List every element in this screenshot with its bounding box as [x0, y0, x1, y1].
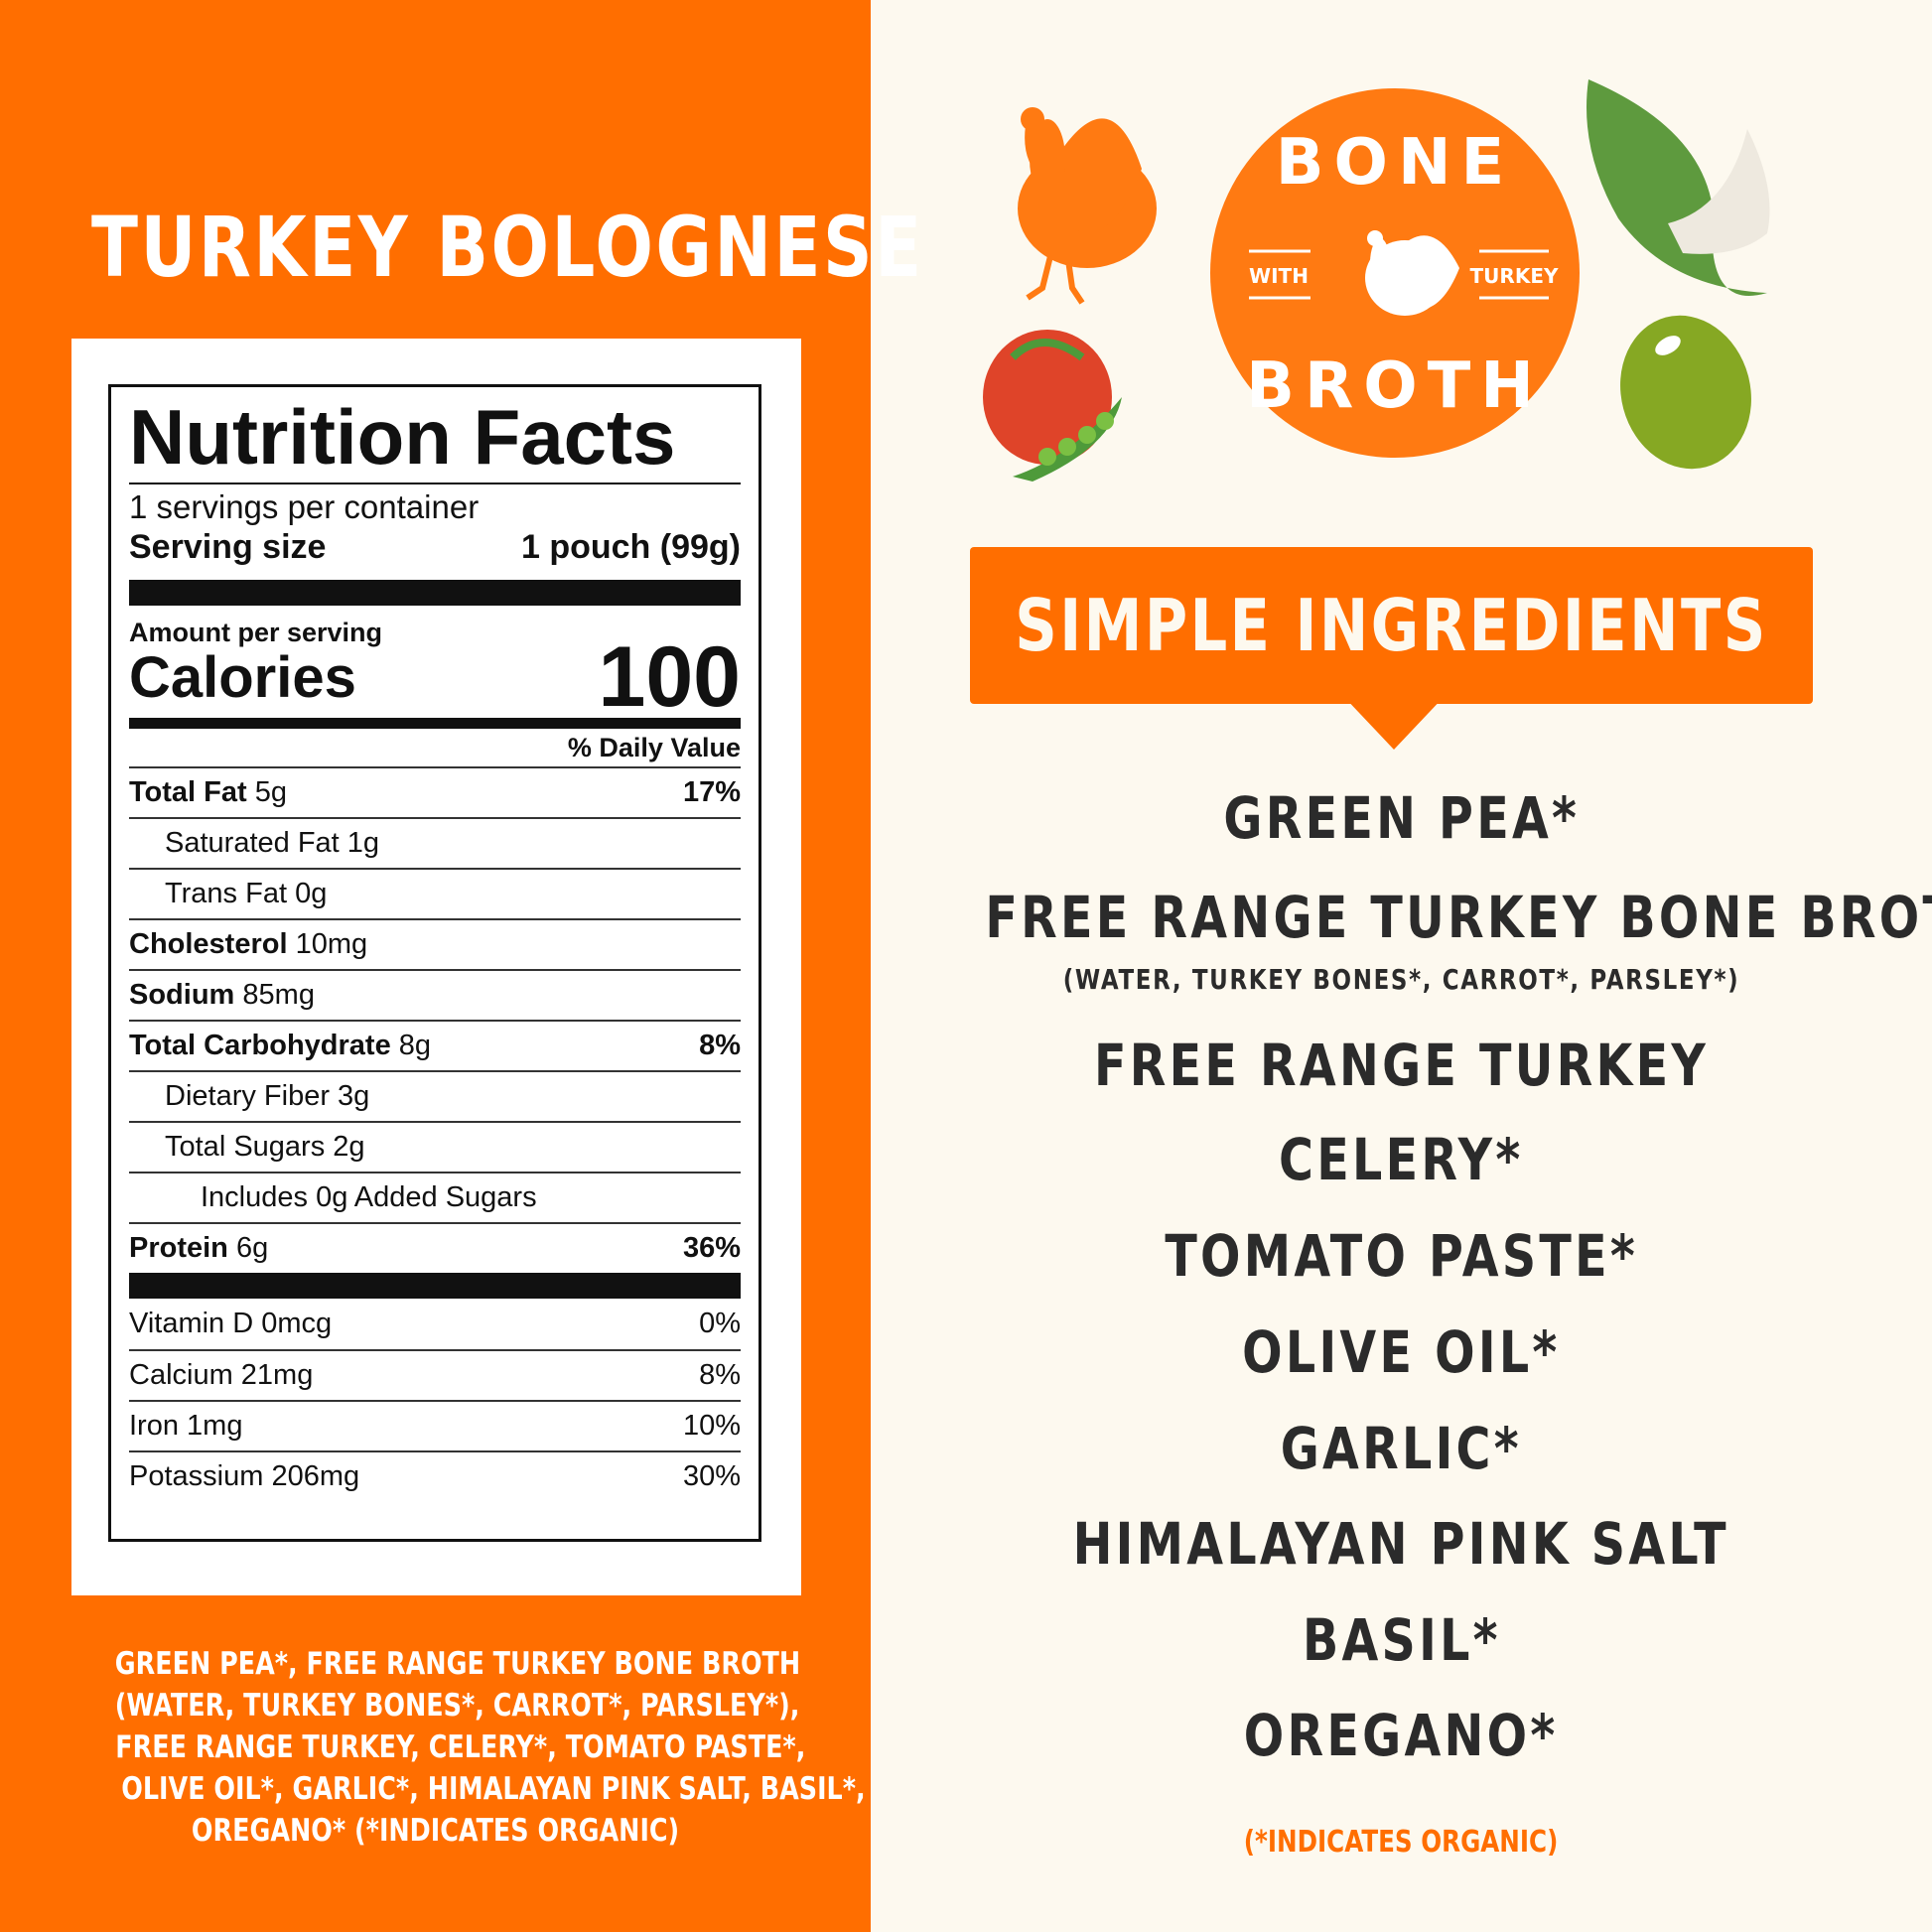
ingredient-item: BASIL* — [1302, 1606, 1501, 1674]
turkey-illustration-icon — [1018, 107, 1157, 305]
product-title: TURKEY BOLOGNESE — [91, 199, 924, 296]
nutrient-label: Cholesterol — [129, 928, 288, 960]
divider-medium — [129, 718, 741, 729]
daily-value: 30% — [682, 1460, 741, 1492]
banner-pointer — [1342, 695, 1446, 750]
nutrition-heading: Nutrition Facts — [129, 391, 741, 484]
servings-per-container: 1 servings per container — [129, 488, 480, 525]
daily-value: 8% — [699, 1359, 741, 1391]
nutrient-amount: 6g — [235, 1232, 269, 1264]
vitamin-row: Potassium 206mg 30% — [129, 1450, 741, 1501]
serving-size-row: Serving size 1 pouch (99g) — [129, 526, 741, 568]
nutrient-row: Dietary Fiber 3g — [129, 1070, 741, 1121]
nutrient-label: Total Fat — [129, 776, 247, 808]
nutrient-label: Sodium — [129, 979, 235, 1011]
nutrient-name: Total Carbohydrate 8g — [129, 1030, 431, 1062]
ingredients-line: (WATER, TURKEY BONES*, CARROT*, PARSLEY*… — [114, 1688, 800, 1724]
ingredients-line: FREE RANGE TURKEY, CELERY*, TOMATO PASTE… — [115, 1729, 806, 1765]
ingredient-item: TOMATO PASTE* — [1165, 1222, 1638, 1290]
nutrient-row: Protein 6g 36% — [129, 1222, 741, 1273]
left-panel: TURKEY BOLOGNESE Nutrition Facts 1 servi… — [0, 0, 924, 1932]
vitamin-row: Calcium 21mg 8% — [129, 1349, 741, 1400]
nutrient-amount: 85mg — [242, 979, 315, 1011]
nutrient-label: Total Carbohydrate — [129, 1030, 391, 1061]
ingredient-item: OREGANO* — [1244, 1702, 1559, 1769]
nutrient-name: Sodium 85mg — [129, 979, 315, 1012]
vitamin-name: Calcium 21mg — [129, 1359, 314, 1391]
divider-thick — [129, 1273, 741, 1299]
simple-ingredients-banner: SIMPLE INGREDIENTS — [970, 547, 1813, 704]
daily-value: 0% — [699, 1308, 741, 1339]
serving-size-value: 1 pouch (99g) — [520, 527, 741, 566]
vitamin-name: Iron 1mg — [129, 1410, 243, 1442]
ingredient-item: HIMALAYAN PINK SALT — [1072, 1510, 1730, 1578]
daily-value: 10% — [682, 1410, 741, 1442]
logo-bottom-text: BROTH — [1246, 349, 1544, 423]
bone-broth-logo: BONE BROTH WITH TURKEY — [1210, 88, 1580, 458]
pea-pod-icon — [1013, 397, 1122, 482]
amount-per-serving: Amount per serving — [129, 618, 383, 647]
logo-top-text: BONE — [1276, 126, 1514, 200]
ingredient-item: GARLIC* — [1280, 1415, 1523, 1482]
nutrient-name: Saturated Fat 1g — [165, 827, 380, 859]
daily-value-header: % Daily Value — [567, 733, 741, 762]
calories-value: 100 — [598, 628, 742, 725]
ingredient-subitems: (WATER, TURKEY BONES*, CARROT*, PARSLEY*… — [1062, 963, 1740, 996]
nutrient-label: Protein — [129, 1232, 228, 1264]
label-card — [71, 339, 801, 1595]
nutrient-row: Includes 0g Added Sugars — [129, 1172, 741, 1222]
ingredient-item: FREE RANGE TURKEY BONE BROTH* — [985, 884, 1932, 951]
turkey-logo-icon — [1365, 230, 1459, 316]
olive-icon — [1620, 315, 1751, 470]
ingredient-item: GREEN PEA* — [1223, 784, 1580, 852]
ingredients-line: OLIVE OIL*, GARLIC*, HIMALAYAN PINK SALT… — [121, 1771, 866, 1807]
nutrient-row: Total Carbohydrate 8g 8% — [129, 1020, 741, 1070]
nutrient-amount: 10mg — [295, 928, 368, 960]
divider-thick — [129, 580, 741, 606]
nutrition-facts-label: Nutrition Facts 1 servings per container… — [108, 384, 761, 1542]
nutrient-name: Cholesterol 10mg — [129, 928, 367, 961]
nutrient-name: Includes 0g Added Sugars — [201, 1181, 537, 1213]
daily-value: 8% — [699, 1030, 741, 1061]
ingredient-item: CELERY* — [1279, 1126, 1524, 1193]
nutrient-name: Trans Fat 0g — [165, 878, 328, 909]
vitamin-name: Vitamin D 0mcg — [129, 1308, 333, 1339]
nutrient-row: Saturated Fat 1g — [129, 817, 741, 868]
serving-size-label: Serving size — [129, 527, 327, 566]
nutrient-row: Sodium 85mg — [129, 969, 741, 1020]
logo-right-text: TURKEY — [1470, 264, 1559, 288]
nutrient-row: Cholesterol 10mg — [129, 918, 741, 969]
daily-value: 17% — [682, 776, 741, 808]
nutrient-amount: 5g — [254, 776, 288, 808]
nutrient-row: Total Sugars 2g — [129, 1121, 741, 1172]
ingredient-item: OLIVE OIL* — [1242, 1318, 1561, 1386]
vitamin-row: Iron 1mg 10% — [129, 1400, 741, 1450]
calories-label: Calories — [129, 644, 356, 710]
calories-row: Calories 100 — [129, 629, 741, 725]
ingredients-paragraph: GREEN PEA*, FREE RANGE TURKEY BONE BROTH… — [40, 1643, 866, 1852]
basil-leaf-icon — [1587, 79, 1767, 296]
nutrient-row: Total Fat 5g 17% — [129, 766, 741, 817]
ingredient-item: FREE RANGE TURKEY — [1093, 1032, 1710, 1099]
nutrient-name: Total Fat 5g — [129, 776, 287, 809]
nutrient-name: Total Sugars 2g — [165, 1131, 365, 1163]
organic-note: (*INDICATES ORGANIC) — [1244, 1825, 1559, 1860]
vitamin-row: Vitamin D 0mcg 0% — [129, 1299, 741, 1349]
illustrations: BONE BROTH WITH TURKEY — [983, 79, 1770, 482]
nutrient-name: Protein 6g — [129, 1232, 268, 1265]
daily-value: 36% — [682, 1232, 741, 1264]
vitamin-name: Potassium 206mg — [129, 1460, 360, 1492]
nutrient-amount: 8g — [398, 1030, 432, 1061]
logo-left-text: WITH — [1249, 264, 1309, 288]
ingredients-line: GREEN PEA*, FREE RANGE TURKEY BONE BROTH — [114, 1646, 801, 1682]
nutrient-row: Trans Fat 0g — [129, 868, 741, 918]
ingredients-line: OREGANO* (*INDICATES ORGANIC) — [191, 1813, 680, 1849]
banner-text: SIMPLE INGREDIENTS — [1015, 584, 1768, 667]
garlic-icon — [1668, 129, 1770, 254]
nutrient-name: Dietary Fiber 3g — [165, 1080, 370, 1112]
